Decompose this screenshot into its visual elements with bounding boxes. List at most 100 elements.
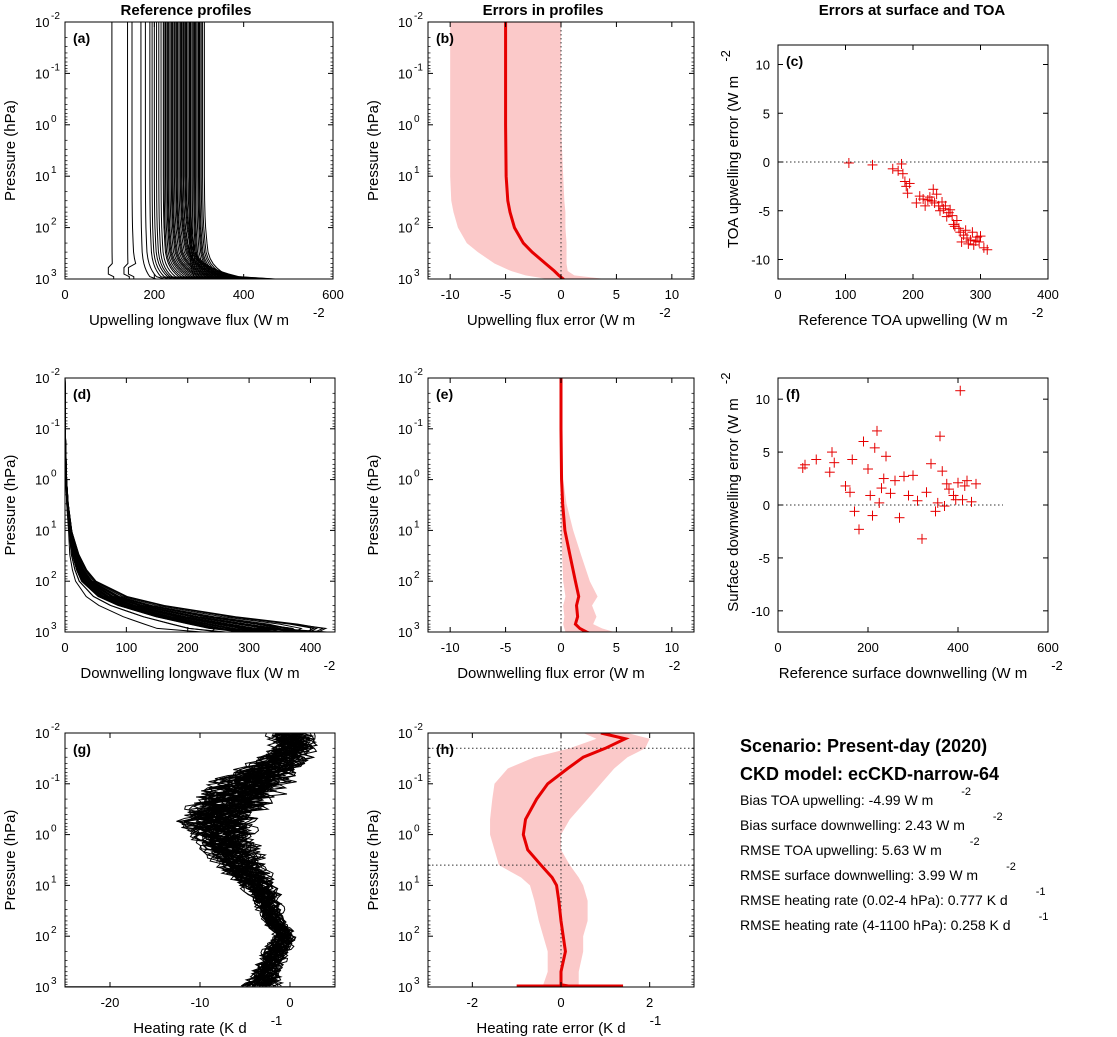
y-tick-label: 10 <box>398 371 412 386</box>
column-title-reference: Reference profiles <box>121 2 252 19</box>
scatter-point <box>932 497 943 508</box>
reference-profile-line <box>65 378 257 632</box>
summary-line: RMSE surface downwelling: 3.99 W m <box>740 867 978 883</box>
x-axis-label-exponent: -2 <box>659 305 671 320</box>
y-tick-exponent: 1 <box>414 165 420 176</box>
summary-block: Scenario: Present-day (2020) CKD model: … <box>740 736 1048 933</box>
y-tick-label: -5 <box>758 204 770 219</box>
scatter-point <box>956 236 967 247</box>
scatter-point <box>876 483 887 494</box>
y-tick-exponent: -2 <box>51 722 60 733</box>
x-tick-label: 200 <box>177 640 199 655</box>
reference-profile-line <box>144 22 168 279</box>
reference-profile-line <box>194 22 226 279</box>
y-tick-exponent: -1 <box>51 62 60 73</box>
y-tick-exponent: 2 <box>414 217 420 228</box>
y-tick-exponent: 3 <box>414 621 420 632</box>
x-axis-label: Heating rate error (K d <box>476 1020 625 1037</box>
scatter-point <box>865 490 876 501</box>
reference-profile-line <box>156 22 184 279</box>
y-tick-label: 10 <box>35 980 49 995</box>
y-tick-label: 10 <box>35 828 49 843</box>
y-tick-label: 10 <box>398 66 412 81</box>
scatter-point <box>800 459 810 470</box>
reference-profile-line <box>188 22 199 279</box>
reference-profile-line <box>212 733 305 986</box>
y-tick-label: 10 <box>35 272 49 287</box>
scatter-point <box>941 211 952 222</box>
x-tick-label: 200 <box>143 287 165 302</box>
reference-profile-line <box>65 378 323 632</box>
x-axis-label-exponent: -2 <box>313 305 325 320</box>
scatter-point <box>902 188 913 199</box>
scatter-point <box>949 221 960 232</box>
scatter-point <box>903 490 914 501</box>
panel-label-a: (a) <box>73 30 90 46</box>
y-axis-label-exponent: -2 <box>718 50 733 62</box>
x-tick-label: 400 <box>1037 287 1059 302</box>
y-tick-label: 10 <box>35 726 49 741</box>
scatter-point <box>840 480 851 491</box>
reference-profile-line <box>173 22 240 279</box>
reference-profile-line <box>190 22 208 279</box>
y-tick-label: 10 <box>35 878 49 893</box>
y-tick-exponent: -1 <box>414 62 423 73</box>
reference-profile-line <box>182 22 266 279</box>
x-tick-label: 400 <box>233 287 255 302</box>
reference-profile-line <box>65 378 254 632</box>
scatter-point <box>854 524 864 535</box>
axes-frame <box>64 732 336 988</box>
scatter-point <box>966 496 977 507</box>
scatter-point <box>887 163 898 174</box>
y-tick-exponent: -1 <box>51 773 60 784</box>
summary-ckd-model: CKD model: ecCKD-narrow-64 <box>740 764 999 784</box>
scatter-point <box>921 487 932 498</box>
reference-profile-line <box>198 22 240 279</box>
reference-profile-line <box>65 378 263 632</box>
error-range-band <box>490 733 650 987</box>
reference-profile-line <box>162 22 195 279</box>
y-tick-label: 10 <box>398 15 412 30</box>
reference-profile-line <box>160 22 191 279</box>
reference-profile-line <box>200 22 249 279</box>
x-tick-label: 10 <box>665 287 679 302</box>
reference-profile-line <box>169 22 222 279</box>
reference-profile-line <box>65 378 263 632</box>
y-axis-label: Pressure (hPa) <box>2 455 19 556</box>
reference-profile-line <box>127 22 137 279</box>
y-tick-label: 10 <box>398 221 412 236</box>
y-tick-exponent: 3 <box>414 268 420 279</box>
y-axis-label: Surface downwelling error (W m <box>725 398 742 611</box>
reference-profile-line <box>149 22 173 279</box>
y-tick-exponent: -2 <box>51 367 60 378</box>
mean-error-line <box>559 378 591 632</box>
y-tick-label: 10 <box>35 929 49 944</box>
scatter-point <box>947 210 958 221</box>
x-axis-label: Downwelling longwave flux (W m <box>80 665 299 682</box>
scatter-point <box>869 442 880 453</box>
scatter-point <box>829 457 840 468</box>
x-axis-label: Upwelling longwave flux (W m <box>89 312 289 329</box>
y-axis-label: Pressure (hPa) <box>365 810 382 911</box>
x-tick-label: -10 <box>191 995 210 1010</box>
panel-c: -10 -5 0 5 10 TOA upwelling error (W m -2 0 100 2… <box>718 44 1059 329</box>
x-axis-label: Downwelling flux error (W m <box>457 665 645 682</box>
y-tick-label: 10 <box>35 221 49 236</box>
y-axis-label: TOA upwelling error (W m <box>725 76 742 248</box>
y-tick-label: 10 <box>35 574 49 589</box>
x-axis-label: Reference surface downwelling (W m <box>779 665 1027 682</box>
reference-profile-line <box>227 733 313 987</box>
scatter-point <box>974 236 985 247</box>
y-tick-label: 10 <box>398 625 412 640</box>
scatter-point <box>926 196 937 206</box>
x-tick-label: 100 <box>116 640 138 655</box>
y-axis-label: Pressure (hPa) <box>365 455 382 556</box>
x-tick-label: 0 <box>286 995 293 1010</box>
scatter-point <box>894 512 905 523</box>
scatter-point <box>912 495 923 506</box>
y-tick-label: -5 <box>758 551 770 566</box>
scatter-point <box>963 238 974 249</box>
